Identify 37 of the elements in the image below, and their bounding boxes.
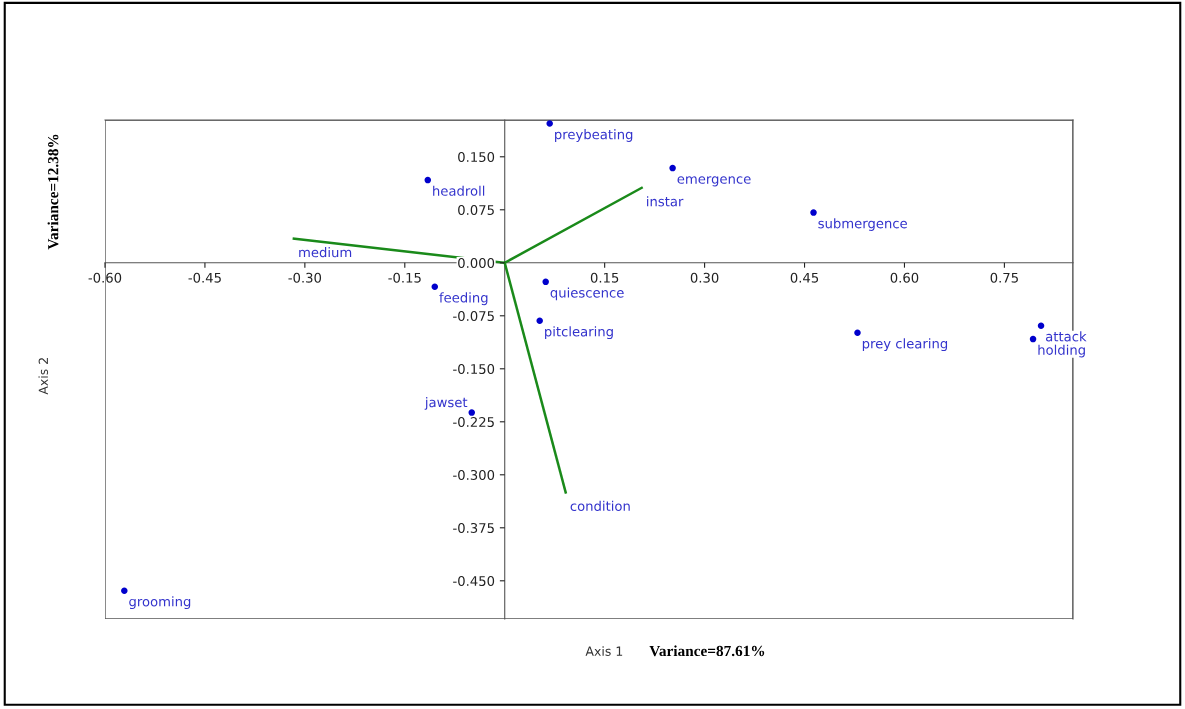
y-tick-label: -0.225 bbox=[453, 417, 494, 427]
annotation: quiescence bbox=[550, 287, 624, 301]
annotation: feeding bbox=[439, 292, 488, 306]
series-label: instar bbox=[647, 196, 684, 207]
y-axis-title: Axis 2 bbox=[38, 358, 49, 395]
annotation: emergence bbox=[677, 176, 751, 187]
x-tick-label: 0.75 bbox=[990, 272, 1018, 283]
series-label: medium bbox=[299, 247, 352, 258]
y-tick-label: -0.075 bbox=[453, 311, 494, 321]
x-tick-label: 0.30 bbox=[690, 272, 719, 283]
annotation: prey clearing bbox=[862, 338, 948, 352]
y-tick-label: -0.300 bbox=[453, 470, 495, 480]
text: Variance=87.61% bbox=[649, 645, 765, 657]
y-tick-label: -0.450 bbox=[453, 576, 495, 586]
text: Variance=12.38% bbox=[47, 134, 59, 250]
x-tick-label: 0.45 bbox=[790, 272, 819, 283]
x-tick-label: 0.60 bbox=[890, 272, 919, 283]
x-tick-label: -0.45 bbox=[188, 272, 221, 283]
annotation: submergence bbox=[818, 218, 907, 231]
annotation: holding bbox=[1038, 344, 1085, 358]
x-tick-label: -0.15 bbox=[388, 272, 421, 283]
x-axis-title: Axis 1 bbox=[585, 646, 623, 656]
y-tick-label: -0.150 bbox=[453, 364, 495, 374]
x-tick-label: -0.30 bbox=[288, 272, 322, 283]
y-tick-label: 0.075 bbox=[458, 205, 494, 215]
x-tick-label: 0.15 bbox=[590, 272, 619, 283]
annotation: headroll bbox=[433, 185, 485, 196]
annotation: grooming bbox=[129, 596, 191, 610]
series-label: condition bbox=[570, 500, 630, 512]
annotation: pitclearing bbox=[545, 326, 613, 340]
y-tick-label: 0.150 bbox=[458, 152, 495, 162]
y-tick-label: -0.375 bbox=[453, 523, 494, 533]
x-tick-label: -0.60 bbox=[88, 272, 122, 283]
y-tick-label: 0.000 bbox=[458, 258, 495, 268]
annotation: attack bbox=[1046, 331, 1087, 342]
annotation: jawset bbox=[424, 397, 468, 410]
annotation: preybeating bbox=[555, 129, 633, 142]
